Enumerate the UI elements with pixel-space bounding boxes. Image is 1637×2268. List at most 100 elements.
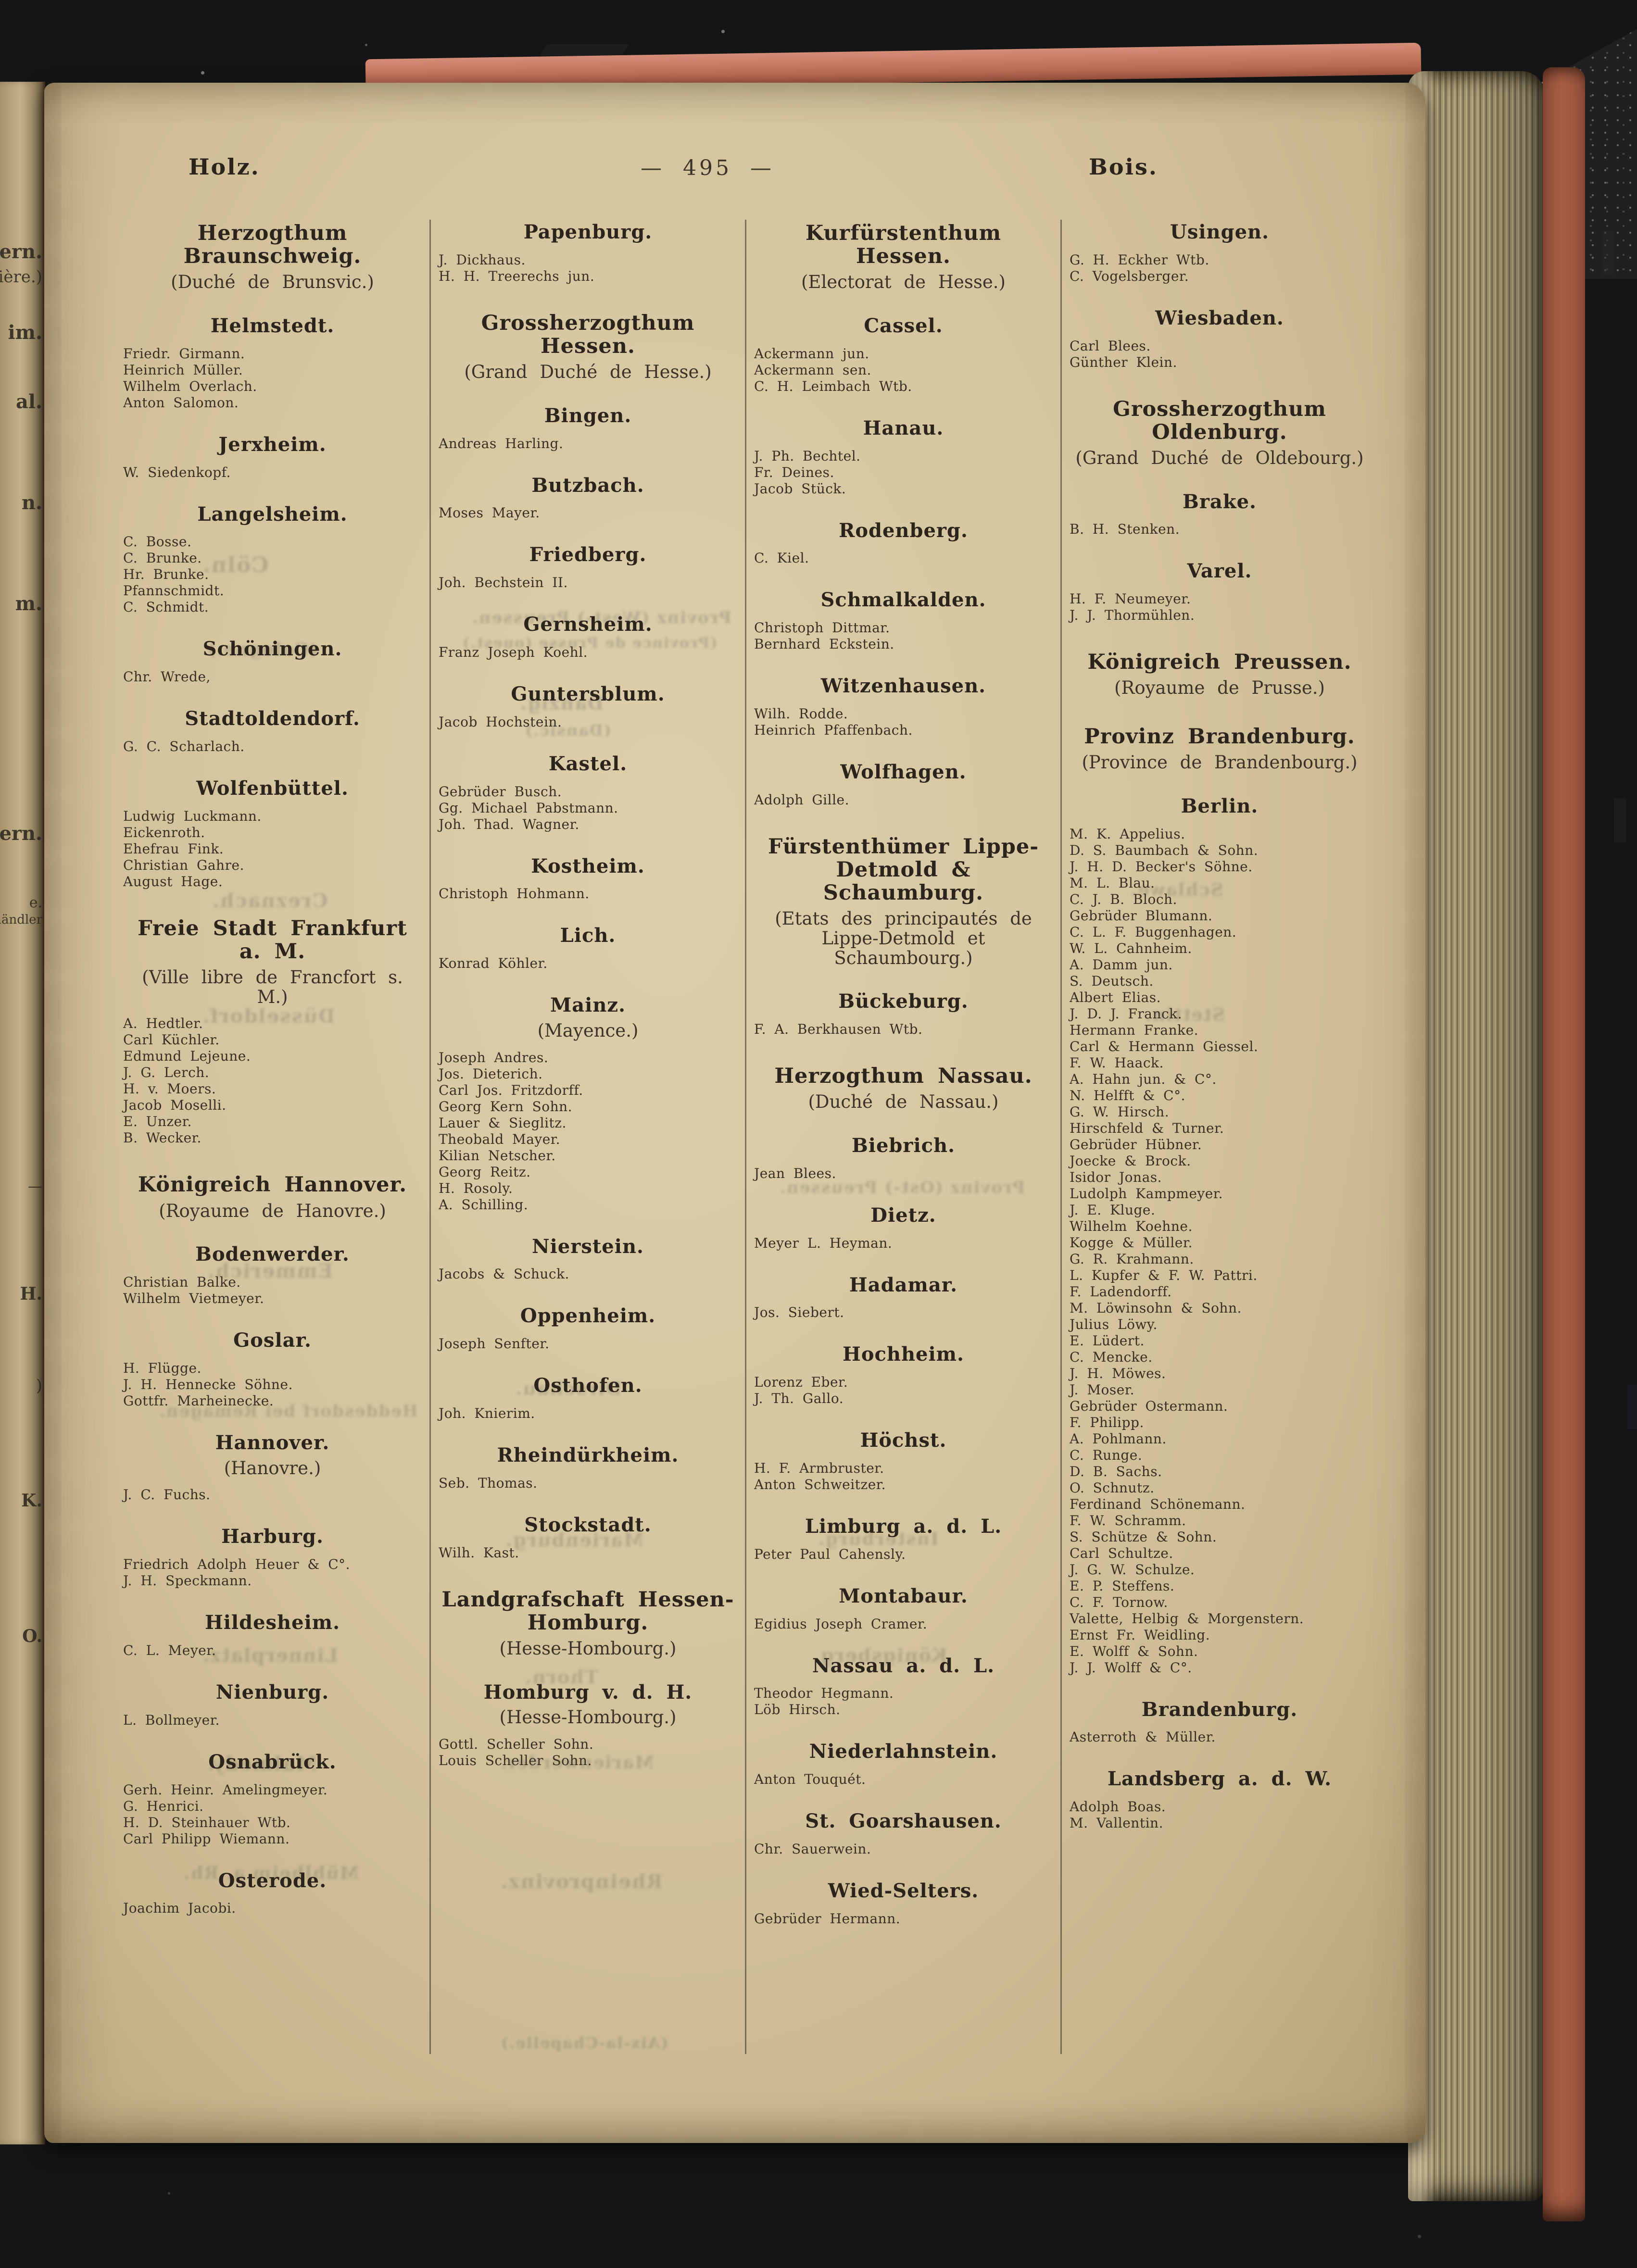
entry-list: C. Bosse. C. Brunke. Hr. Brunke. Pfannschmi… bbox=[123, 534, 422, 615]
entry-line: J. J. Thormühlen. bbox=[1070, 607, 1195, 624]
entry-line: Georg Kern Sohn. bbox=[439, 1098, 573, 1115]
entry-line: G. R. Krahmann. bbox=[1070, 1251, 1194, 1267]
entry-list: Joseph Senfter. bbox=[439, 1336, 737, 1352]
city-section: Varel. H. F. Neumeyer. J. J. Thormühlen. bbox=[1070, 561, 1370, 624]
section-heading: Goslar. bbox=[233, 1329, 312, 1352]
entry-line: J. H. Speckmann. bbox=[123, 1573, 252, 1589]
section-heading: Landsberg a. d. W. bbox=[1107, 1767, 1332, 1791]
section-heading: Wied-Selters. bbox=[828, 1879, 979, 1902]
entry-line: Adolph Boas. bbox=[1070, 1799, 1166, 1815]
entry-line: Carl Philipp Wiemann. bbox=[123, 1830, 290, 1847]
entry-line: Joh. Bechstein II. bbox=[439, 575, 568, 591]
entry-line: Asterroth & Müller. bbox=[1070, 1729, 1216, 1745]
entry-line: A. Pohlmann. bbox=[1070, 1430, 1167, 1447]
region-section: Herzogthum Braunschweig. (Duché de Brunsv… bbox=[123, 222, 422, 292]
entry-line: Anton Touquét. bbox=[754, 1771, 866, 1788]
region-section: Fürstenthümer Lippe-Detmold & Schaumburg… bbox=[754, 835, 1053, 968]
entry-line: Hr. Brunke. bbox=[123, 566, 209, 583]
entry-list: Andreas Harling. bbox=[439, 436, 737, 452]
entry-list: Friedrich Adolph Heuer & C°. J. H. Speckm… bbox=[123, 1556, 422, 1589]
city-section: Usingen. G. H. Eckher Wtb. C. Vogelsberger… bbox=[1070, 221, 1370, 285]
section-heading: Rheindürkheim. bbox=[497, 1444, 679, 1467]
entry-line: G. W. Hirsch. bbox=[1070, 1103, 1170, 1120]
city-section: Wied-Selters. Gebrüder Hermann. bbox=[754, 1880, 1053, 1927]
section-subtitle: (Hesse-Hombourg.) bbox=[499, 1638, 677, 1659]
entry-list: J. Dickhaus. H. H. Treerechs jun. bbox=[439, 252, 737, 285]
city-section: Langelsheim. C. Bosse. C. Brunke. Hr. Brunk… bbox=[123, 503, 422, 616]
page-fore-edge-stack bbox=[1408, 71, 1544, 2201]
section-heading: Königreich Preussen. bbox=[1087, 650, 1352, 675]
section-heading: Stockstadt. bbox=[524, 1513, 652, 1536]
section-subtitle: (Mayence.) bbox=[537, 1020, 639, 1041]
section-heading: Schmalkalden. bbox=[820, 589, 986, 612]
entry-line: C. Schmidt. bbox=[123, 599, 209, 615]
entry-list: J. Ph. Bechtel. Fr. Deines. Jacob Stück. bbox=[754, 448, 1053, 497]
facing-page-fragment: H. bbox=[20, 1284, 42, 1304]
entry-line: Christian Gahre. bbox=[123, 857, 244, 873]
city-section: Niederlahnstein. Anton Touquét. bbox=[754, 1741, 1053, 1788]
entry-line: Jos. Siebert. bbox=[754, 1304, 844, 1321]
section-heading: Wolfhagen. bbox=[840, 760, 967, 783]
facing-page-fragment: m. bbox=[15, 592, 42, 615]
entry-line: Jos. Dieterich. bbox=[439, 1065, 543, 1082]
section-heading: Kurfürstenthum Hessen. bbox=[805, 221, 1002, 269]
section-heading: Kastel. bbox=[548, 752, 628, 775]
city-section: Lich. Konrad Köhler. bbox=[439, 925, 737, 972]
entry-list: Peter Paul Cahensly. bbox=[754, 1546, 1053, 1563]
entry-list: Joh. Knierim. bbox=[439, 1405, 737, 1422]
entry-line: Jacob Hochstein. bbox=[439, 714, 562, 730]
section-subtitle: (Etats des principautés de Lippe-Detmold… bbox=[775, 908, 1032, 968]
entry-line: H. F. Neumeyer. bbox=[1070, 591, 1191, 607]
city-section: Bückeburg. F. A. Berkhausen Wtb. bbox=[754, 991, 1053, 1038]
entry-line: A. Schilling. bbox=[439, 1196, 529, 1213]
entry-list: M. K. Appelius. D. S. Baumbach & Sohn. J. … bbox=[1070, 826, 1370, 1676]
entry-line: Louis Scheller Sohn. bbox=[439, 1753, 592, 1769]
section-heading: Harburg. bbox=[221, 1525, 324, 1548]
entry-line: Günther Klein. bbox=[1070, 354, 1177, 370]
city-section: Gernsheim. Franz Joseph Koehl. bbox=[439, 614, 737, 661]
section-heading: Osthofen. bbox=[533, 1374, 642, 1397]
section-subtitle: (Province de Brandenbourg.) bbox=[1082, 752, 1358, 773]
entry-line: Wilhelm Vietmeyer. bbox=[123, 1291, 264, 1307]
entry-list: B. H. Stenken. bbox=[1070, 521, 1370, 538]
section-heading: Hildesheim. bbox=[204, 1611, 340, 1634]
entry-line: Hermann Franke. bbox=[1070, 1022, 1199, 1038]
entry-line: Friedrich Adolph Heuer & C°. bbox=[123, 1556, 351, 1573]
entry-list: Lorenz Eber. J. Th. Gallo. bbox=[754, 1374, 1053, 1407]
section-heading: Lich. bbox=[560, 924, 616, 947]
region-section: Herzogthum Nassau. (Duché de Nassau.) bbox=[754, 1065, 1053, 1112]
city-section: Wolfenbüttel. Ludwig Luckmann. Eickenroth.… bbox=[123, 777, 422, 890]
entry-line: Carl Jos. Fritzdorff. bbox=[439, 1082, 583, 1098]
book-cover-right-edge bbox=[1543, 67, 1585, 2221]
city-section: Homburg v. d. H. (Hesse-Hombourg.) Gottl. … bbox=[439, 1681, 737, 1769]
entry-line: Friedr. Girmann. bbox=[123, 345, 245, 362]
entry-line: Joseph Andres. bbox=[439, 1049, 549, 1065]
entry-list: W. Siedenkopf. bbox=[123, 464, 422, 481]
city-section: Brake. B. H. Stenken. bbox=[1070, 491, 1370, 538]
city-section: Schmalkalden. Christoph Dittmar. Bernhard … bbox=[754, 589, 1053, 652]
city-section: Osterode. Joachim Jacobi. bbox=[123, 1870, 422, 1917]
entry-list: A. Hedtler. Carl Küchler. Edmund Lejeune. J… bbox=[123, 1015, 422, 1146]
entry-line: C. Mencke. bbox=[1070, 1349, 1153, 1365]
entry-list: C. Kiel. bbox=[754, 550, 1053, 566]
region-section: Grossherzogthum Hessen. (Grand Duché de H… bbox=[439, 312, 737, 382]
entry-line: Moses Mayer. bbox=[439, 505, 540, 521]
entry-line: Georg Reitz. bbox=[439, 1164, 531, 1180]
section-subtitle: (Ville libre de Francfort s. M.) bbox=[142, 967, 403, 1007]
entry-list: Chr. Sauerwein. bbox=[754, 1841, 1053, 1857]
section-heading: Kostheim. bbox=[531, 854, 645, 877]
section-heading: Cassel. bbox=[864, 314, 943, 337]
entry-list: Joachim Jacobi. bbox=[123, 1900, 422, 1917]
entry-line: C. J. B. Bloch. bbox=[1070, 891, 1177, 907]
region-section: Landgrafschaft Hessen-Homburg. (Hesse-Hom… bbox=[439, 1588, 737, 1659]
entry-line: Peter Paul Cahensly. bbox=[754, 1546, 906, 1562]
entry-line: E. Wolff & Sohn. bbox=[1070, 1643, 1198, 1659]
entry-line: Konrad Köhler. bbox=[439, 955, 548, 972]
section-heading: Wiesbaden. bbox=[1155, 306, 1284, 329]
entry-line: C. Kiel. bbox=[754, 550, 809, 566]
entry-line: Heinrich Pfaffenbach. bbox=[754, 722, 913, 738]
entry-list: Adolph Gille. bbox=[754, 792, 1053, 808]
city-section: Harburg. Friedrich Adolph Heuer & C°. J. H… bbox=[123, 1526, 422, 1589]
entry-line: H. F. Armbruster. bbox=[754, 1460, 884, 1476]
city-section: Limburg a. d. L. Peter Paul Cahensly. bbox=[754, 1516, 1053, 1563]
